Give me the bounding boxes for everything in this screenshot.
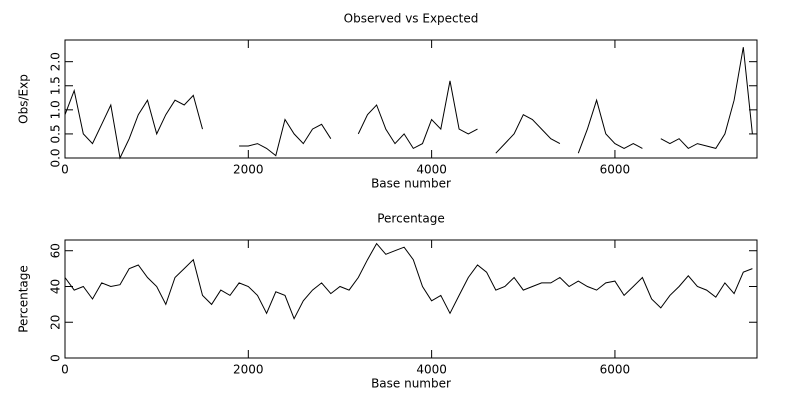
x-tick-label: 2000: [233, 363, 264, 377]
x-tick-label: 4000: [416, 363, 447, 377]
y-tick-label: 20: [49, 315, 63, 330]
y-tick-label: 1.5: [49, 76, 63, 95]
plot-frame: [64, 39, 758, 159]
data-line: [357, 80, 478, 150]
y-tick-label: 2.0: [49, 52, 63, 71]
y-tick-label: 1.0: [49, 100, 63, 119]
data-line: [239, 118, 332, 157]
chart-title: Percentage: [377, 212, 445, 226]
y-tick-label: 0.5: [49, 124, 63, 143]
x-tick-label: 0: [61, 363, 69, 377]
x-tick-label: 4000: [416, 163, 447, 177]
y-tick-label: 0: [49, 354, 63, 362]
y-axis-label: Percentage: [17, 265, 31, 333]
data-line: [64, 88, 203, 160]
x-tick-label: 6000: [600, 363, 631, 377]
chart-title: Observed vs Expected: [344, 12, 479, 26]
x-tick-label: 6000: [600, 163, 631, 177]
data-line: [64, 242, 753, 320]
data-line: [577, 98, 643, 154]
x-tick-label: 2000: [233, 163, 264, 177]
x-axis-label: Base number: [371, 377, 451, 391]
y-tick-label: 40: [49, 279, 63, 294]
y-tick-label: 0.0: [49, 148, 63, 167]
data-line: [495, 114, 561, 154]
x-tick-label: 0: [61, 163, 69, 177]
plot-frame: [64, 239, 758, 359]
x-axis-label: Base number: [371, 177, 451, 191]
data-line: [660, 47, 753, 150]
y-tick-label: 60: [49, 243, 63, 258]
y-axis-label: Obs/Exp: [17, 74, 31, 124]
